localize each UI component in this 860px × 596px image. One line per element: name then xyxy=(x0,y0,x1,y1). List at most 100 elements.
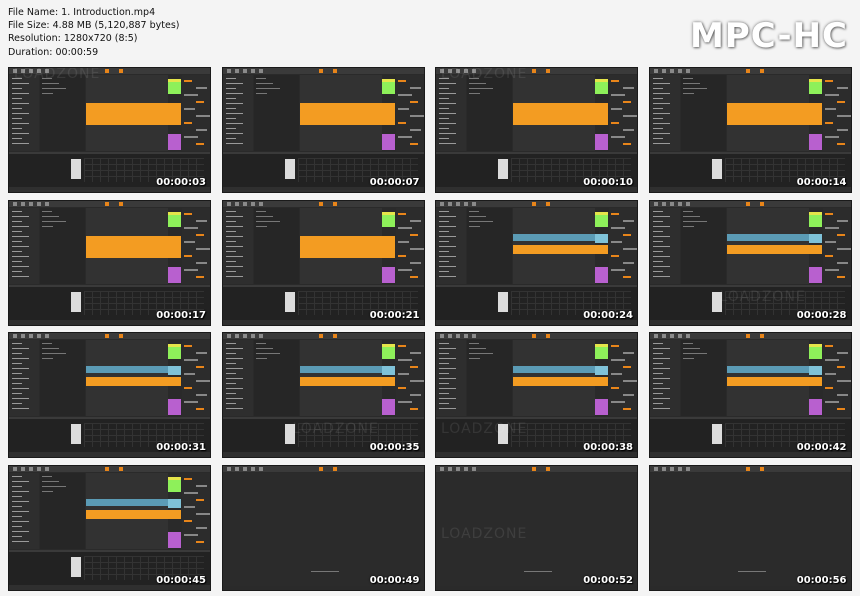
device-panel xyxy=(9,417,210,453)
scene-slot-orange xyxy=(168,235,181,258)
scene-slot-yellow xyxy=(808,344,822,348)
meter-line xyxy=(611,94,625,96)
text-line xyxy=(439,133,456,134)
scene-slot-blue xyxy=(808,233,822,243)
video-thumbnail[interactable]: 00:00:49 xyxy=(221,464,425,591)
meter-line xyxy=(196,275,204,278)
status-bar xyxy=(436,319,637,325)
project-sidebar xyxy=(222,340,253,416)
toolbar-button-icon xyxy=(448,201,452,206)
meter-line xyxy=(397,80,406,82)
clip-orange xyxy=(299,103,382,125)
toolbar-button-icon xyxy=(29,466,33,471)
text-line xyxy=(652,260,663,262)
text-line xyxy=(439,123,456,124)
video-thumbnail[interactable]: 00:00:38 LOADZONE xyxy=(435,332,638,458)
text-line xyxy=(652,393,663,394)
toolbar-button-icon xyxy=(21,466,25,471)
device-strip xyxy=(649,152,851,154)
meter-line xyxy=(196,143,204,145)
text-line xyxy=(12,118,22,119)
video-thumbnail[interactable]: 00:00:31 xyxy=(8,332,211,458)
toolbar-button-icon xyxy=(759,201,764,206)
video-thumbnail[interactable]: 00:00:45 xyxy=(8,464,211,591)
video-thumbnail[interactable]: 00:00:10 LOADZONE xyxy=(435,67,638,193)
video-thumbnail[interactable]: 00:00:24 xyxy=(435,199,638,326)
toolbar-button-icon xyxy=(472,201,476,206)
scene-slot-orange xyxy=(168,103,181,125)
file-browser xyxy=(680,75,726,151)
toolbar-button-icon xyxy=(661,466,666,471)
watermark-text: LOADZONE xyxy=(441,525,528,542)
text-line xyxy=(255,83,273,84)
text-line xyxy=(12,265,29,267)
scene-slot-green xyxy=(381,347,395,359)
video-thumbnail[interactable]: 00:00:17 xyxy=(8,199,211,326)
scene-slot-green xyxy=(595,214,608,227)
text-line xyxy=(225,260,236,262)
scene-slot-yellow xyxy=(595,211,608,216)
video-thumbnail[interactable]: 00:00:14 xyxy=(648,67,852,193)
meter-line xyxy=(409,129,421,131)
meter-line xyxy=(623,129,634,131)
meter-line xyxy=(836,115,851,117)
clip-orange xyxy=(299,235,382,258)
text-line xyxy=(652,83,670,84)
toolbar-button-icon xyxy=(456,201,460,206)
meter-line xyxy=(409,380,424,382)
meter-line xyxy=(409,143,418,145)
text-line xyxy=(439,93,456,94)
meter-line xyxy=(397,136,412,138)
meter-line xyxy=(824,226,839,229)
status-bar xyxy=(9,187,210,192)
mixer-panel xyxy=(395,75,424,151)
clip-orange xyxy=(726,377,809,386)
scene-slot-yellow xyxy=(168,79,181,83)
text-line xyxy=(225,138,236,139)
toolbar-button-icon xyxy=(653,466,658,471)
text-line xyxy=(42,215,59,217)
empty-project-area xyxy=(222,472,424,586)
text-line xyxy=(225,363,236,364)
toolbar-button-icon xyxy=(258,466,263,471)
text-line xyxy=(12,505,22,507)
timestamp-label: 00:00:17 xyxy=(156,309,206,321)
text-line xyxy=(12,128,22,129)
video-thumbnail[interactable]: 00:00:21 xyxy=(221,199,425,326)
text-line xyxy=(682,215,700,217)
project-sidebar xyxy=(436,340,466,416)
device-panel xyxy=(9,284,210,321)
video-thumbnail[interactable]: 00:00:28 LOADZONE xyxy=(648,199,852,326)
video-thumbnail[interactable]: 00:00:03 LOADZONE xyxy=(8,67,211,193)
timestamp-label: 00:00:31 xyxy=(156,442,206,453)
text-line xyxy=(439,398,456,399)
mixer-panel xyxy=(609,207,637,284)
video-thumbnail[interactable]: 00:00:56 xyxy=(648,464,852,591)
meter-line xyxy=(623,366,631,368)
text-line xyxy=(12,535,22,537)
video-thumbnail[interactable]: 00:00:52 LOADZONE xyxy=(435,464,638,591)
text-line xyxy=(652,133,670,134)
scene-slot-orange xyxy=(168,509,181,519)
text-line xyxy=(225,133,243,134)
text-line xyxy=(12,343,22,344)
video-thumbnail[interactable]: 00:00:35 LOADZONE xyxy=(221,332,425,458)
video-thumbnail[interactable]: 00:00:42 xyxy=(648,332,852,458)
clip-orange xyxy=(299,377,382,386)
meter-line xyxy=(824,254,833,257)
meter-line xyxy=(397,359,412,361)
text-line xyxy=(12,235,29,237)
meter-line xyxy=(611,226,625,229)
text-line xyxy=(12,225,29,227)
piano-keys xyxy=(71,291,81,312)
status-bar xyxy=(222,187,424,192)
scene-slot-green xyxy=(381,214,395,227)
clip-orange xyxy=(513,244,595,254)
text-line xyxy=(225,103,243,104)
toolbar-button-icon xyxy=(250,466,255,471)
device-strip xyxy=(9,284,210,287)
video-thumbnail[interactable]: 00:00:07 xyxy=(221,67,425,193)
text-line xyxy=(42,485,66,487)
text-line xyxy=(255,78,266,79)
meter-line xyxy=(836,261,848,264)
